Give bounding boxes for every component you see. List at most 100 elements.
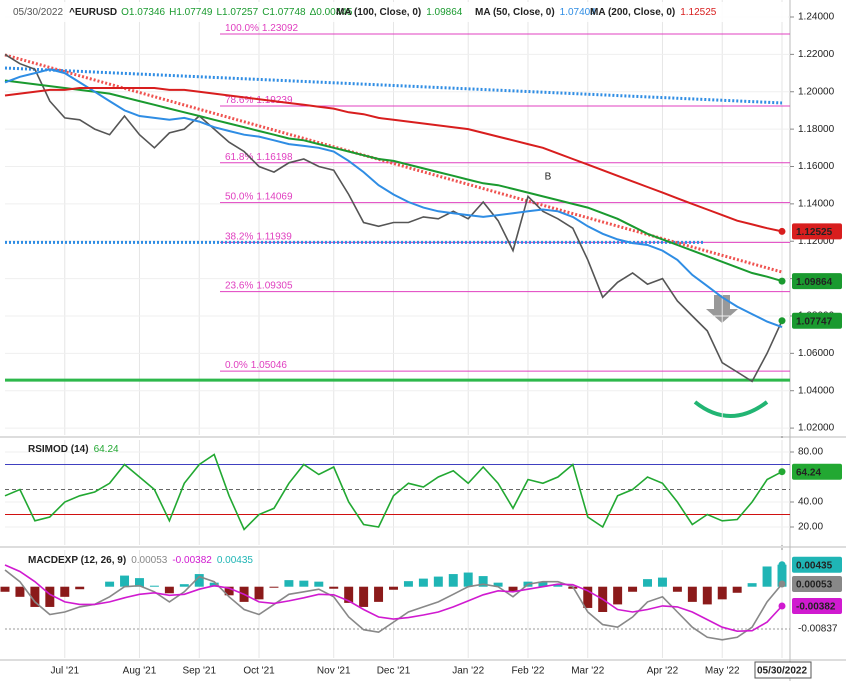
last-point bbox=[778, 561, 786, 569]
value-box bbox=[792, 312, 842, 329]
y-tick-label: 40.00 bbox=[798, 497, 823, 508]
histogram-bar bbox=[583, 586, 593, 608]
x-tick-label: Sep '21 bbox=[182, 666, 216, 677]
ohlc-value: 1.07748 bbox=[269, 7, 306, 18]
value-box bbox=[792, 576, 842, 593]
header-bg bbox=[0, 2, 788, 22]
macd-value: 0.00053 bbox=[131, 555, 168, 566]
fib-label: 23.6% 1.09305 bbox=[225, 280, 293, 291]
fib-percent: 38.2% bbox=[225, 231, 253, 242]
series-line bbox=[4, 569, 783, 641]
histogram-bar bbox=[508, 586, 518, 592]
rsi-title: RSIMOD (14) bbox=[28, 444, 89, 455]
fib-percent: 0.0% bbox=[225, 360, 248, 371]
series-line bbox=[4, 453, 783, 531]
curve-drawing bbox=[693, 400, 769, 418]
histogram-bar bbox=[389, 586, 398, 590]
series-line bbox=[4, 68, 783, 329]
histogram-bar bbox=[777, 564, 787, 587]
histogram-bar bbox=[45, 586, 55, 607]
histogram-bar bbox=[224, 586, 234, 596]
histogram-bar bbox=[284, 580, 294, 587]
value-box-label: 1.07747 bbox=[796, 316, 833, 327]
fib-percent: 61.8% bbox=[225, 151, 253, 162]
panel-title: MACDEXP (12, 26, 9) 0.00053 -0.00382 0.0043… bbox=[28, 555, 253, 566]
annotation: B bbox=[545, 172, 552, 183]
x-tick-label: May '22 bbox=[705, 666, 740, 677]
ohlc-value: 1.07346 bbox=[129, 7, 166, 18]
last-point bbox=[778, 277, 786, 285]
histogram-bar bbox=[433, 576, 443, 587]
fib-label: 61.8% 1.16198 bbox=[225, 151, 293, 162]
header-symbol: ^EURUSD bbox=[69, 7, 117, 18]
histogram-bar bbox=[359, 586, 369, 607]
value-box bbox=[792, 556, 842, 573]
x-tick-label: Mar '22 bbox=[571, 666, 604, 677]
histogram-bar bbox=[762, 566, 772, 587]
fib-label: 50.0% 1.14069 bbox=[225, 191, 293, 202]
fib-value: 1.09305 bbox=[256, 280, 293, 291]
fib-percent: 100.0% bbox=[225, 23, 259, 34]
histogram-bar bbox=[538, 581, 548, 587]
value-box-label: 0.00053 bbox=[796, 580, 833, 591]
histogram-bar bbox=[553, 584, 563, 587]
last-point bbox=[778, 602, 786, 610]
histogram-bar bbox=[613, 586, 623, 605]
histogram-bar bbox=[463, 572, 473, 587]
histogram-bar bbox=[209, 582, 219, 587]
fib-label: 38.2% 1.11939 bbox=[225, 231, 292, 242]
x-tick-label: Apr '22 bbox=[647, 666, 679, 677]
histogram-bar bbox=[179, 584, 189, 587]
value-box-label: 1.09864 bbox=[796, 277, 833, 288]
histogram-bar bbox=[448, 574, 458, 587]
histogram-bar bbox=[628, 586, 638, 592]
histogram-bar bbox=[702, 586, 712, 605]
y-tick-label: 1.18000 bbox=[798, 124, 835, 135]
y-tick-label: 1.06000 bbox=[798, 348, 835, 359]
y-tick-label: 1.20000 bbox=[798, 86, 835, 97]
fib-value: 1.16198 bbox=[256, 151, 293, 162]
histogram-bar bbox=[493, 582, 503, 587]
value-box bbox=[792, 223, 842, 240]
series-line bbox=[4, 87, 783, 233]
histogram-bar bbox=[254, 586, 264, 600]
histogram-bar bbox=[418, 578, 428, 587]
value-box-label: 64.24 bbox=[796, 467, 821, 478]
y-tick-label: 1.16000 bbox=[798, 161, 835, 172]
ohlc-value: 1.07257 bbox=[222, 7, 259, 18]
histogram-bar bbox=[105, 581, 115, 587]
y-tick-label: 1.02000 bbox=[798, 423, 835, 434]
legend-value: 1.09864 bbox=[426, 7, 463, 18]
legend-entry: MA (50, Close, 0) 1.07404 bbox=[475, 7, 596, 18]
histogram-bar bbox=[329, 586, 339, 589]
header: 05/30/2022 ^EURUSD O1.07346 H1.07749 L1.0725… bbox=[13, 7, 353, 18]
x-tick-label: Aug '21 bbox=[123, 666, 157, 677]
histogram-bar bbox=[30, 586, 40, 607]
last-point bbox=[778, 580, 786, 588]
ohlc-key: H bbox=[169, 7, 176, 18]
rsi-value: 64.24 bbox=[94, 444, 119, 455]
legend-entry: MA (200, Close, 0) 1.12525 bbox=[590, 7, 717, 18]
macd-value: -0.00382 bbox=[172, 555, 212, 566]
histogram-bar bbox=[314, 581, 324, 587]
series-line bbox=[4, 564, 783, 633]
fib-value: 1.14069 bbox=[256, 191, 293, 202]
ohlc-key: L bbox=[216, 7, 222, 18]
macd-value: 0.00435 bbox=[217, 555, 254, 566]
histogram-bar bbox=[403, 581, 413, 587]
histogram-bar bbox=[747, 583, 757, 587]
fib-label: 0.0% 1.05046 bbox=[225, 360, 287, 371]
trend-line bbox=[4, 66, 783, 105]
fib-value: 1.23092 bbox=[262, 23, 299, 34]
change-key: Δ bbox=[310, 7, 317, 18]
change-value: 0.00445 bbox=[316, 7, 353, 18]
value-box-label: 1.12525 bbox=[796, 227, 833, 238]
y-tick-label: 20.00 bbox=[798, 522, 823, 533]
fib-value: 1.19239 bbox=[256, 95, 293, 106]
histogram-bar bbox=[194, 574, 204, 587]
date-box bbox=[754, 661, 812, 679]
fib-label: 78.6% 1.19239 bbox=[225, 95, 293, 106]
histogram-bar bbox=[672, 586, 682, 592]
histogram-bar bbox=[75, 586, 85, 590]
